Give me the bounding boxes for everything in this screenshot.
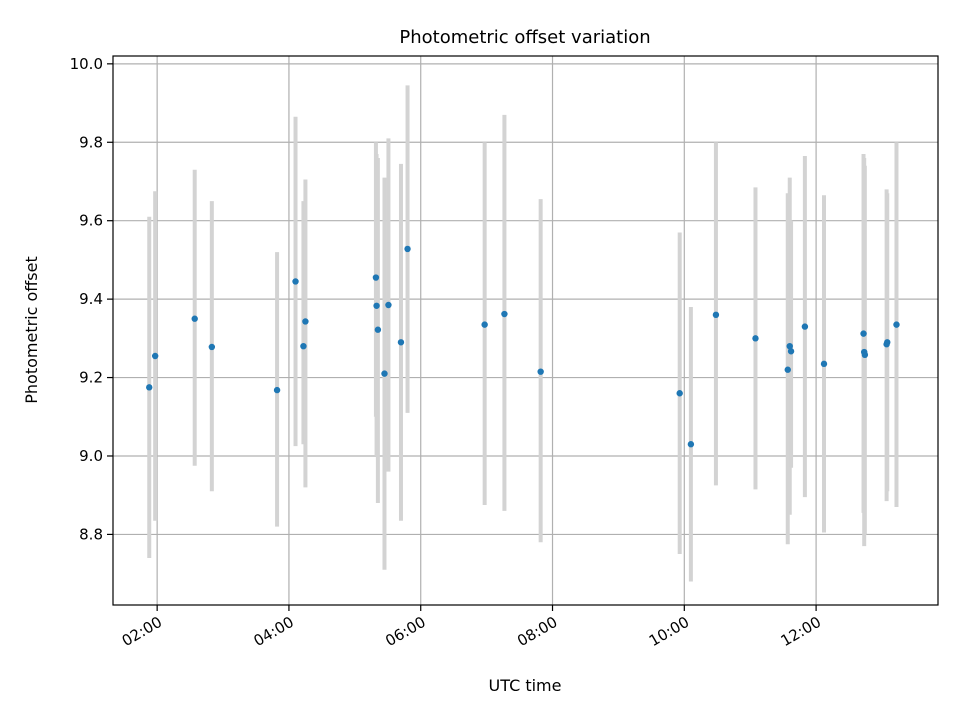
chart-title: Photometric offset variation (399, 27, 650, 48)
x-tick-label: 10:00 (646, 613, 692, 650)
data-point (537, 368, 544, 375)
data-point (801, 323, 809, 330)
y-axis-label: Photometric offset (22, 256, 41, 404)
data-point (786, 342, 793, 350)
data-point (752, 335, 759, 342)
x-tick-label: 06:00 (382, 613, 428, 650)
data-point (151, 352, 159, 360)
data-point (381, 370, 388, 377)
plot-frame (112, 55, 939, 606)
y-tick-label: 9.4 (79, 290, 103, 308)
data-point (302, 318, 309, 325)
data-point (861, 351, 869, 359)
x-tick-label: 04:00 (250, 613, 296, 650)
data-point (374, 326, 382, 333)
data-point (404, 245, 411, 253)
data-point (191, 315, 198, 322)
grid-lines (113, 56, 938, 605)
data-point (676, 390, 683, 397)
data-point (372, 274, 380, 281)
error-bars (147, 85, 899, 582)
y-tick-label: 9.2 (79, 369, 103, 387)
data-point (893, 321, 900, 328)
data-point (784, 366, 791, 373)
data-point (385, 301, 392, 309)
x-axis-ticks: 02:00 04:00 06:00 08:00 10:00 12:00 (119, 605, 824, 650)
data-point (292, 278, 299, 285)
data-point (787, 348, 795, 355)
data-point (712, 311, 720, 319)
data-point (300, 342, 307, 350)
x-tick-label: 08:00 (514, 613, 560, 650)
data-point (273, 386, 281, 394)
data-point (820, 360, 828, 368)
x-tick-label: 12:00 (778, 613, 824, 650)
y-axis-ticks: 8.8 9.0 9.2 9.4 9.6 9.8 10.0 (70, 55, 113, 543)
data-point (481, 321, 488, 328)
y-tick-label: 9.0 (79, 447, 103, 465)
data-point (884, 339, 891, 346)
y-tick-label: 9.8 (79, 133, 103, 151)
data-point (501, 310, 508, 318)
data-point (687, 441, 695, 448)
x-axis-label: UTC time (489, 676, 562, 695)
data-points (146, 245, 900, 448)
data-point (373, 302, 380, 309)
data-point (146, 384, 153, 391)
data-point (860, 330, 867, 337)
data-point (397, 339, 405, 346)
y-tick-label: 10.0 (70, 55, 103, 73)
y-tick-label: 9.6 (79, 212, 103, 230)
data-point (208, 343, 216, 351)
x-tick-label: 02:00 (119, 613, 165, 650)
y-tick-label: 8.8 (79, 525, 103, 543)
